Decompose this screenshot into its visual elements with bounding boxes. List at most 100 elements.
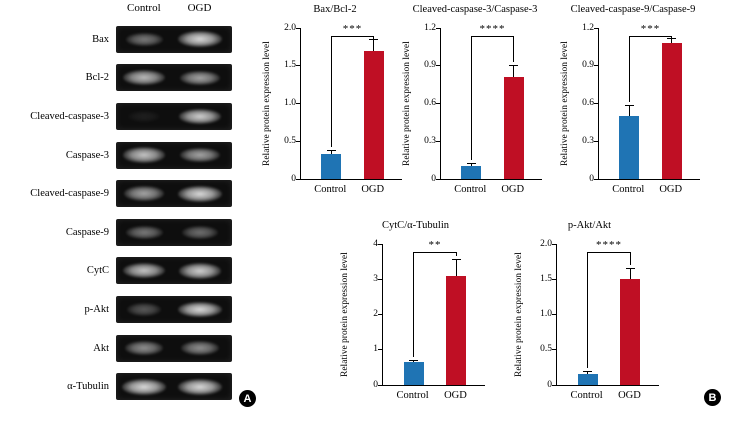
blot-band-ogd xyxy=(178,301,222,318)
significance-stars: **** xyxy=(479,23,506,35)
blot-band-ogd xyxy=(178,31,222,48)
blot-row: α-Tubulin xyxy=(4,367,240,406)
blot-label: Cleaved-caspase-9 xyxy=(30,188,109,200)
blot-label: p-Akt xyxy=(84,303,110,315)
bar-control xyxy=(403,362,424,385)
panel-b-badge: B xyxy=(704,389,721,406)
bar-ogd xyxy=(503,77,524,179)
bar-control xyxy=(461,166,482,179)
significance-bracket-drop xyxy=(587,252,589,369)
x-tick-label: OGD xyxy=(361,184,385,195)
blot-band-ogd xyxy=(178,108,222,125)
blot-row: Caspase-9 xyxy=(4,213,240,252)
significance-bracket xyxy=(629,36,672,37)
plot-area: 0 0.3 0.6 0.9 1.2 *** xyxy=(582,23,700,183)
blot-image xyxy=(116,25,232,53)
blot-image xyxy=(116,218,232,246)
y-tick-mark xyxy=(296,103,300,104)
y-tick-label: 0 xyxy=(547,379,552,390)
error-bar-cap xyxy=(451,258,461,260)
y-tick-label: 2.0 xyxy=(284,22,296,33)
blot-band-control xyxy=(125,32,163,47)
y-tick-label: 1.0 xyxy=(284,97,296,108)
blot-band-control xyxy=(123,147,165,163)
y-tick-label: 4 xyxy=(373,238,378,249)
y-tick-label: 0.3 xyxy=(582,135,594,146)
blot-image xyxy=(116,373,232,401)
error-bar xyxy=(513,65,515,78)
blot-row: CytC xyxy=(4,252,240,291)
bar-control xyxy=(321,154,342,179)
y-tick-mark xyxy=(378,314,382,315)
y-tick-label: 1.2 xyxy=(582,22,594,33)
blot-image xyxy=(116,141,232,169)
bar-ogd xyxy=(363,50,384,179)
y-tick-label: 0 xyxy=(589,173,594,184)
y-tick-mark xyxy=(594,140,598,142)
significance-stars: ** xyxy=(428,239,442,251)
blot-label: Bax xyxy=(92,33,109,45)
x-tick-label: Control xyxy=(454,184,487,195)
y-tick-mark xyxy=(436,140,440,142)
significance-bracket-drop xyxy=(628,36,630,103)
y-tick-label: 2.0 xyxy=(540,238,552,249)
significance-bracket-drop xyxy=(413,252,415,357)
blot-row: Bcl-2 xyxy=(4,59,240,98)
error-bar-cap xyxy=(369,39,379,41)
y-tick-mark xyxy=(436,103,440,104)
blot-band-ogd xyxy=(181,225,219,239)
error-bar-cap xyxy=(509,64,519,66)
x-tick-label: OGD xyxy=(444,390,467,401)
error-bar xyxy=(455,259,457,276)
significance-bracket-drop xyxy=(470,36,472,160)
blot-label: α-Tubulin xyxy=(67,381,109,393)
blot-rows: Bax Bcl-2 Cleaved-caspase-3 Caspase-3 Cleave… xyxy=(4,20,240,406)
y-tick-label: 0.9 xyxy=(582,60,594,70)
plot-area: 0 0.5 1.0 1.5 2.0 **** xyxy=(540,239,659,389)
y-tick-label: 1.5 xyxy=(284,60,296,70)
bar-ogd xyxy=(446,275,467,385)
blot-band-ogd xyxy=(180,341,220,356)
blot-image xyxy=(116,295,232,323)
y-axis-label: Relative protein expression level xyxy=(340,252,350,377)
y-tick-label: 0.3 xyxy=(424,135,436,146)
y-tick-label: 3 xyxy=(373,273,378,284)
y-tick-mark xyxy=(552,384,556,386)
significance-stars: *** xyxy=(640,23,661,35)
significance-bracket-drop xyxy=(629,252,631,266)
error-bar-cap xyxy=(583,371,593,373)
significance-bracket-drop xyxy=(513,36,515,62)
y-tick-mark xyxy=(378,243,382,245)
blot-band-ogd xyxy=(178,263,222,279)
chart-title: Bax/Bcl-2 xyxy=(313,4,357,15)
chart-cytc-tubulin: CytC/α-Tubulin 0 1 2 3 4 ** Relative protein ex… xyxy=(338,220,493,420)
y-tick-label: 0.9 xyxy=(424,60,436,70)
y-tick-label: 1 xyxy=(373,344,378,354)
significance-bracket-drop xyxy=(330,36,332,148)
x-tick-label: Control xyxy=(570,390,603,401)
blot-image xyxy=(116,102,232,130)
plot-area: 0 0.5 1.0 1.5 2.0 *** xyxy=(284,23,402,183)
error-bar-cap xyxy=(326,150,336,152)
plot-area: 0 1 2 3 4 ** xyxy=(373,239,485,389)
blot-band-control xyxy=(125,225,163,240)
blot-row: Akt xyxy=(4,329,240,368)
significance-bracket xyxy=(413,252,457,253)
blot-label: Cleaved-caspase-3 xyxy=(30,110,109,122)
blot-label: CytC xyxy=(86,265,109,277)
error-bar xyxy=(628,106,630,117)
y-axis-label: Relative protein expression level xyxy=(514,252,524,377)
error-bar xyxy=(413,360,415,363)
y-tick-mark xyxy=(436,27,440,29)
blot-row: Cleaved-caspase-9 xyxy=(4,174,240,213)
error-bar xyxy=(587,372,589,375)
y-tick-mark xyxy=(552,278,556,280)
y-tick-label: 0.6 xyxy=(582,97,594,108)
significance-bracket-drop xyxy=(373,36,375,39)
y-tick-label: 2 xyxy=(373,308,378,319)
panel-a-western-blots: Control OGD Bax Bcl-2 Cleaved-caspase-3 Cas… xyxy=(4,2,240,422)
significance-stars: *** xyxy=(342,23,363,35)
significance-bracket-drop xyxy=(455,252,457,256)
y-tick-label: 0.5 xyxy=(284,135,296,146)
